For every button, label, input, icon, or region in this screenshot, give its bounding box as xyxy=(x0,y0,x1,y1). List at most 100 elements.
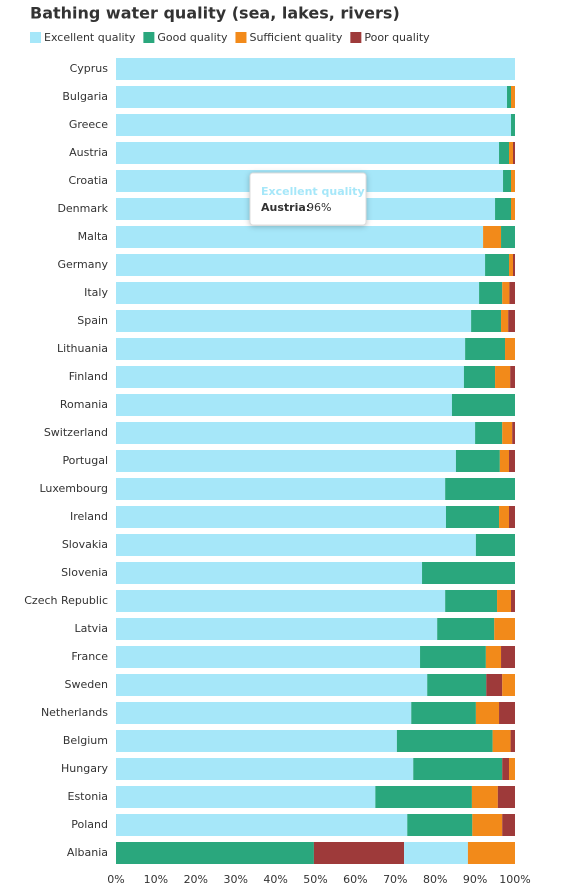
legend-label: Sufficient quality xyxy=(249,31,342,44)
bar-segment xyxy=(492,730,511,752)
bar-segment xyxy=(509,450,515,472)
y-tick-label: Denmark xyxy=(57,202,108,215)
bar-segment xyxy=(116,674,428,696)
bar-segment xyxy=(413,758,503,780)
bar-segment xyxy=(475,702,500,724)
x-tick-label: 50% xyxy=(303,873,327,886)
bar-segment xyxy=(495,198,512,220)
bar-segment xyxy=(116,254,486,276)
y-tick-label: Albania xyxy=(67,846,108,859)
bar-segment xyxy=(507,86,512,108)
y-tick-label: Hungary xyxy=(61,762,108,775)
x-tick-label: 80% xyxy=(423,873,447,886)
bar-segment xyxy=(451,394,515,416)
bar-segment xyxy=(375,786,472,808)
bar-segment xyxy=(512,422,515,444)
bar-segment xyxy=(502,282,510,304)
bar-segment xyxy=(513,142,515,164)
legend-label: Excellent quality xyxy=(44,31,136,44)
bar-segment xyxy=(503,170,512,192)
bar-segment xyxy=(116,646,421,668)
bar-segment xyxy=(420,646,486,668)
bar-segment xyxy=(407,814,473,836)
y-tick-label: Ireland xyxy=(70,510,108,523)
bar-segment xyxy=(501,310,509,332)
y-tick-label: Spain xyxy=(77,314,108,327)
bar-segment xyxy=(445,478,515,500)
bar-segment xyxy=(494,618,515,640)
y-tick-label: Bulgaria xyxy=(62,90,108,103)
bar-segment xyxy=(513,254,515,276)
bar-segment xyxy=(501,646,515,668)
bar-segment xyxy=(502,422,513,444)
y-tick-label: Croatia xyxy=(68,174,108,187)
bar-segment xyxy=(499,142,510,164)
tooltip-value: 96% xyxy=(307,201,331,214)
bar-segment xyxy=(510,730,515,752)
bar-segment xyxy=(511,114,515,136)
bar-segment xyxy=(497,786,515,808)
y-tick-label: Slovenia xyxy=(61,566,108,579)
bar-segment xyxy=(509,142,514,164)
y-tick-label: Slovakia xyxy=(62,538,108,551)
tooltip-label: Austria: xyxy=(261,201,310,214)
bar-segment xyxy=(511,590,515,612)
tooltip: Excellent quality Austria: 96% xyxy=(249,172,367,226)
bar-segment xyxy=(116,226,484,248)
bar-segment xyxy=(116,842,314,864)
bar-segment xyxy=(511,86,515,108)
bar-segment xyxy=(116,478,446,500)
y-tick-label: Germany xyxy=(57,258,108,271)
x-tick-label: 100% xyxy=(499,873,530,886)
y-tick-label: Luxembourg xyxy=(39,482,108,495)
bar-segment xyxy=(485,646,502,668)
bar-segment xyxy=(471,310,502,332)
x-tick-label: 0% xyxy=(107,873,124,886)
bar-segment xyxy=(445,590,498,612)
y-tick-label: Portugal xyxy=(62,454,108,467)
bar-segment xyxy=(116,142,500,164)
bar-segment xyxy=(485,254,510,276)
x-tick-label: 40% xyxy=(263,873,287,886)
bar-segment xyxy=(404,842,468,864)
bar-segment xyxy=(511,170,515,192)
bar-segment xyxy=(116,730,397,752)
bar-segment xyxy=(486,674,503,696)
y-tick-label: Switzerland xyxy=(44,426,108,439)
bar-segment xyxy=(116,814,408,836)
bar-segment xyxy=(445,506,500,528)
bar-segment xyxy=(116,338,466,360)
bar-segment xyxy=(465,338,506,360)
bar-segment xyxy=(116,58,515,80)
bar-segment xyxy=(497,590,512,612)
bar-segment xyxy=(116,702,412,724)
y-tick-label: Latvia xyxy=(75,622,109,635)
tooltip-title: Excellent quality xyxy=(261,185,365,198)
legend-swatch xyxy=(235,32,247,43)
legend-swatch xyxy=(350,32,362,43)
x-tick-label: 60% xyxy=(343,873,367,886)
bar-segment xyxy=(475,534,515,556)
bar-segment xyxy=(509,282,515,304)
bar-segment xyxy=(116,282,480,304)
bar-segment xyxy=(116,86,508,108)
bar-segment xyxy=(499,702,515,724)
bar-segment xyxy=(422,562,515,584)
bar-segment xyxy=(463,366,496,388)
y-tick-label: Italy xyxy=(84,286,108,299)
y-tick-label: Austria xyxy=(69,146,108,159)
chart-title: Bathing water quality (sea, lakes, river… xyxy=(30,4,400,23)
tooltip-box xyxy=(249,172,367,226)
y-tick-label: Estonia xyxy=(68,790,109,803)
legend-swatch xyxy=(30,32,41,43)
y-tick-label: Belgium xyxy=(63,734,108,747)
y-tick-label: Lithuania xyxy=(57,342,108,355)
bar-segment xyxy=(116,590,446,612)
bar-segment xyxy=(116,618,438,640)
bar-segment xyxy=(510,366,515,388)
y-tick-label: Romania xyxy=(60,398,108,411)
y-tick-label: Poland xyxy=(71,818,108,831)
bar-segment xyxy=(502,674,515,696)
